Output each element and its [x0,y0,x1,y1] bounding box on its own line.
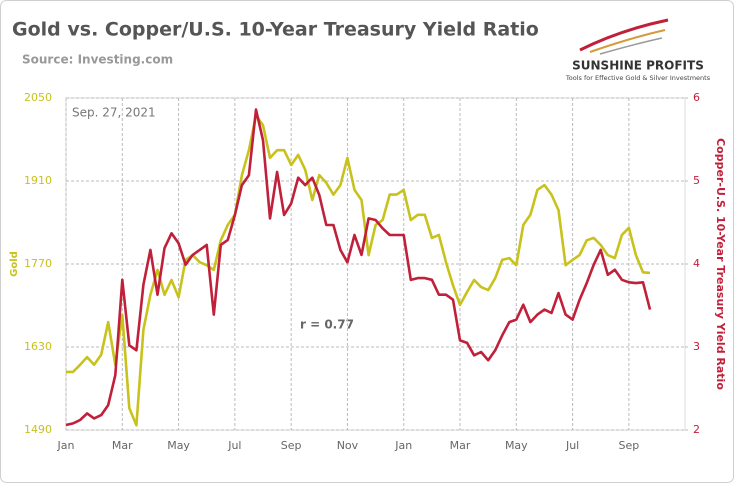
x-tick-label: Sep [619,439,640,452]
logo-swoosh [599,37,663,55]
x-tick-label: Mar [450,439,471,452]
logo-swoosh [579,18,669,52]
y2-tick-label: 6 [693,91,700,104]
y2-tick-label: 4 [693,257,700,270]
logo-swoosh [589,29,666,53]
x-tick-label: Jan [394,439,412,452]
y2-tick-label: 2 [693,423,700,436]
y-tick-label: 1490 [24,423,52,436]
y-tick-label: 1910 [24,174,52,187]
x-tick-label: May [167,439,190,452]
chart-subtitle: Source: Investing.com [22,53,173,67]
logo: SUNSHINE PROFITS Tools for Effective Gol… [565,18,711,82]
x-tick-label: Nov [337,439,359,452]
x-tick-label: Jul [227,439,241,452]
y-tick-label: 1630 [24,340,52,353]
x-tick-label: Jan [57,439,75,452]
logo-name: SUNSHINE PROFITS [572,59,704,73]
y2-tick-label: 5 [693,174,700,187]
y-axis-title: Gold [9,251,20,277]
date-annotation: Sep. 27, 2021 [72,106,156,120]
chart-title: Gold vs. Copper/U.S. 10-Year Treasury Yi… [12,19,539,41]
y-tick-label: 2050 [24,91,52,104]
correlation-annotation: r = 0.77 [300,318,354,332]
y2-axis-title: Copper-U.S. 10-Year Treasury Yield Ratio [714,138,727,390]
y2-tick-label: 3 [693,340,700,353]
x-tick-label: Sep [281,439,302,452]
y-tick-label: 1770 [24,257,52,270]
x-tick-label: Jul [565,439,579,452]
x-tick-label: May [505,439,528,452]
series-line [66,113,651,427]
series-line [65,108,652,427]
logo-tagline: Tools for Effective Gold & Silver Invest… [565,74,711,82]
x-tick-label: Mar [112,439,133,452]
